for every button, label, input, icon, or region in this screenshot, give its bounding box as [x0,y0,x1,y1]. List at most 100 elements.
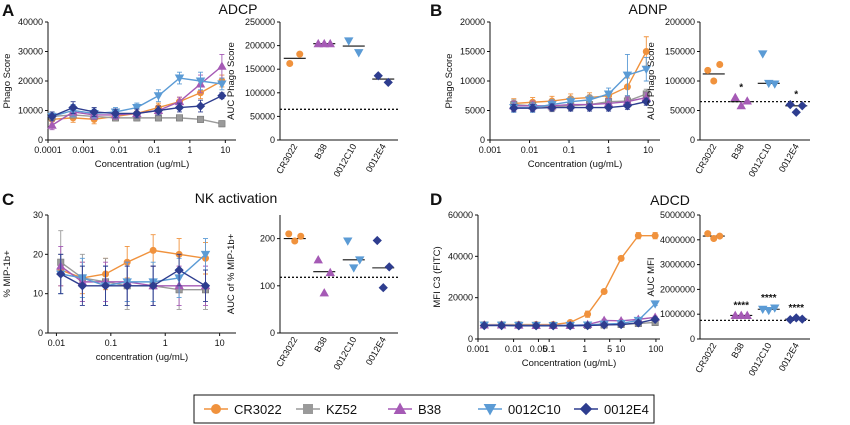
data-point [641,65,652,75]
legend-item-b38: B38 [388,402,441,417]
x-tick-label: 0.05 [530,344,548,354]
chart-d-line: 0 20000 40000 60000 MFI C3 (FITC) 0.001 0.01 0.… [432,210,663,369]
y-tick-label: 10000 [18,106,43,116]
y-tick-label: 0 [468,334,473,344]
data-point [153,92,164,101]
y-tick-label: 20 [33,249,43,259]
x-tick-label: 0.0001 [34,145,62,155]
panel-letter-a: A [2,1,14,20]
data-point [770,304,780,313]
data-point [633,318,643,328]
x-tick-label: 0.1 [543,344,556,354]
group-0012c10: 0012C10 [332,237,365,372]
category-label: CR3022 [274,335,299,369]
y-axis-label: MFI C3 (FITC) [432,246,443,307]
data-point [217,91,227,101]
data-point [355,256,365,265]
chart-c-dot: 0 100 200 AUC of % MIP-1b+ CR3022 B38 0012C10 0… [226,215,398,372]
group-cr3022: CR3022 [693,61,725,176]
data-point [313,255,323,264]
legend-marker [579,402,593,416]
legend-marker [211,404,222,414]
y-axis-label: AUC MFI [646,257,657,296]
data-point [319,288,329,297]
group-b38: B38 [312,255,336,354]
x-tick-label: 0.1 [148,145,161,155]
group-0012e4: 0012E4 [364,71,395,174]
data-point [704,66,712,74]
data-point [650,300,660,309]
y-tick-label: 20000 [18,76,43,86]
group-cr3022: CR3022 [274,230,306,369]
data-point [325,267,335,277]
data-point [736,100,746,110]
data-point [68,102,78,113]
data-point [758,50,768,59]
y-tick-label: 3000000 [660,260,695,270]
y-tick-label: 0 [38,328,43,338]
category-label: 0012E4 [364,142,388,174]
data-point [217,61,227,70]
data-point [582,320,593,331]
y-tick-label: 100 [260,281,275,291]
legend-marker [393,402,407,414]
x-tick-label: 10 [643,145,653,155]
significance-mark: **** [733,300,749,311]
y-tick-label: 40000 [448,251,473,261]
data-point [56,269,66,279]
legend-label: 0012E4 [604,402,649,417]
series-0012c10 [56,238,211,306]
data-point [742,310,752,319]
data-point [603,102,614,113]
x-tick-label: 1 [606,145,611,155]
category-label: 0012C10 [747,142,774,179]
legend-item-0012c10: 0012C10 [478,402,561,417]
y-axis-label: AUC of % MIP-1b+ [226,233,237,314]
x-tick-label: 10 [220,145,230,155]
data-point [195,101,206,111]
y-tick-label: 200 [260,234,275,244]
data-point [716,232,724,240]
y-tick-label: 60000 [448,210,473,220]
y-axis-label: Phago Score [444,54,455,109]
data-point [291,237,299,245]
group-0012c10: 0012C10 **** [747,293,780,378]
data-point [642,48,650,55]
y-tick-label: 150000 [665,47,695,57]
group-b38: B38 [312,38,336,161]
data-point [47,120,57,129]
y-tick-label: 150000 [245,64,275,74]
data-point [132,108,142,119]
category-label: 0012C10 [747,341,774,378]
y-tick-label: 1000000 [660,309,695,319]
data-point [496,320,507,331]
x-tick-label: 0.01 [110,145,128,155]
data-point [384,262,394,272]
series-0012e4 [56,253,211,306]
data-point [349,264,359,273]
axis-lines [279,22,398,141]
panel-title-adnp: ADNP [629,1,668,17]
data-point [791,107,801,117]
data-point [47,111,57,122]
data-point [89,107,99,117]
x-tick-label: 0.01 [505,344,523,354]
data-point [584,102,595,113]
legend: CR3022 KZ52 B38 0012C10 0012E4 [193,394,655,424]
data-point [548,321,558,331]
category-label: CR3022 [693,142,718,176]
data-point [373,71,383,81]
y-axis-label: % MIP-1b+ [2,250,13,298]
category-label: B38 [729,142,746,161]
data-point [132,104,142,113]
y-tick-label: 5000000 [660,210,695,220]
data-point [217,80,227,89]
data-point [122,281,132,291]
data-point [565,321,575,331]
x-tick-label: 0.01 [521,145,539,155]
legend-item-cr3022: CR3022 [204,402,282,417]
y-tick-label: 0 [690,135,695,145]
legend-items: CR3022 KZ52 B38 0012C10 0012E4 [204,402,649,417]
